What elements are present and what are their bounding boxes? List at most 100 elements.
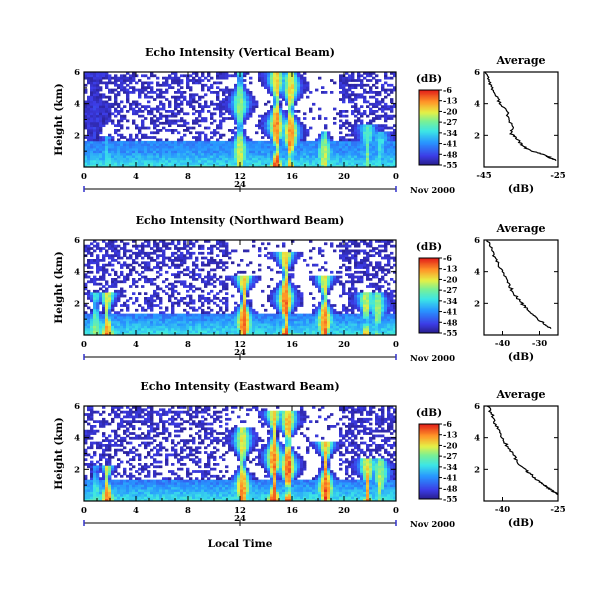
heatmap-cell xyxy=(141,143,144,146)
heatmap-cell xyxy=(288,150,291,153)
heatmap-cell xyxy=(177,131,180,134)
heatmap-cell xyxy=(264,155,267,158)
heatmap-cell xyxy=(198,112,201,115)
heatmap-cell xyxy=(192,302,195,305)
heatmap-cell xyxy=(93,307,96,310)
heatmap-cell xyxy=(372,131,375,134)
heatmap-cell xyxy=(129,150,132,153)
heatmap-cell xyxy=(354,124,357,127)
heatmap-cell xyxy=(255,314,258,317)
heatmap-cell xyxy=(330,309,333,312)
heatmap-cell xyxy=(240,295,243,298)
heatmap-cell xyxy=(246,98,249,101)
heatmap-cell xyxy=(354,96,357,99)
heatmap-cell xyxy=(102,259,105,262)
heatmap-cell xyxy=(309,146,312,149)
heatmap-cell xyxy=(318,155,321,158)
heatmap-cell xyxy=(111,141,114,144)
heatmap-cell xyxy=(372,105,375,108)
heatmap-cell xyxy=(330,311,333,314)
heatmap-cell xyxy=(288,280,291,283)
heatmap-cell xyxy=(237,276,240,279)
heatmap-cell xyxy=(141,242,144,245)
heatmap-cell xyxy=(141,136,144,139)
heatmap-cell xyxy=(195,122,198,125)
heatmap-cell xyxy=(174,323,177,326)
heatmap-cell xyxy=(255,326,258,329)
heatmap-cell xyxy=(387,162,390,165)
heatmap-cell xyxy=(114,124,117,127)
heatmap-cell xyxy=(114,158,117,161)
heatmap-cell xyxy=(345,323,348,326)
heatmap-cell xyxy=(177,150,180,153)
heatmap-cell xyxy=(300,254,303,257)
heatmap-cell xyxy=(153,328,156,331)
heatmap-cell xyxy=(312,278,315,281)
heatmap-cell xyxy=(321,297,324,300)
heatmap-cell xyxy=(150,316,153,319)
heatmap-cell xyxy=(240,105,243,108)
heatmap-cell xyxy=(294,134,297,137)
heatmap-cell xyxy=(276,264,279,267)
heatmap-cell xyxy=(201,110,204,113)
heatmap-cell xyxy=(219,261,222,264)
heatmap-cell xyxy=(99,292,102,295)
heatmap-cell xyxy=(123,247,126,250)
heatmap-cell xyxy=(87,124,90,127)
heatmap-cell xyxy=(222,328,225,331)
heatmap-cell xyxy=(294,148,297,151)
heatmap-cell xyxy=(348,158,351,161)
heatmap-cell xyxy=(300,155,303,158)
heatmap-cell xyxy=(147,304,150,307)
heatmap-cell xyxy=(237,150,240,153)
heatmap-cell xyxy=(336,280,339,283)
heatmap-cell xyxy=(180,297,183,300)
heatmap-cell xyxy=(114,292,117,295)
heatmap-cell xyxy=(240,131,243,134)
heatmap-cell xyxy=(330,328,333,331)
heatmap-cell xyxy=(102,304,105,307)
heatmap-cell xyxy=(300,129,303,132)
heatmap-cell xyxy=(180,143,183,146)
heatmap-cell xyxy=(144,160,147,163)
heatmap-cell xyxy=(183,280,186,283)
heatmap-cell xyxy=(99,110,102,113)
heatmap-cell xyxy=(324,155,327,158)
heatmap-cell xyxy=(141,257,144,260)
heatmap-cell xyxy=(249,155,252,158)
heatmap-cell xyxy=(288,328,291,331)
heatmap-cell xyxy=(186,84,189,87)
heatmap-cell xyxy=(144,155,147,158)
heatmap-cell xyxy=(303,82,306,85)
heatmap-cell xyxy=(93,117,96,120)
heatmap-cell xyxy=(153,153,156,156)
heatmap-cell xyxy=(249,96,252,99)
heatmap-cell xyxy=(336,153,339,156)
heatmap-cell xyxy=(93,297,96,300)
heatmap-cell xyxy=(324,311,327,314)
heatmap-cell xyxy=(381,129,384,132)
heatmap-cell xyxy=(306,160,309,163)
heatmap-cell xyxy=(252,153,255,156)
heatmap-cell xyxy=(153,74,156,77)
heatmap-cell xyxy=(270,110,273,113)
heatmap-cell xyxy=(288,250,291,253)
heatmap-cell xyxy=(93,124,96,127)
heatmap-cell xyxy=(213,141,216,144)
heatmap-cell xyxy=(168,259,171,262)
heatmap-cell xyxy=(108,247,111,250)
heatmap-cell xyxy=(315,158,318,161)
heatmap-cell xyxy=(279,108,282,111)
heatmap-cell xyxy=(297,295,300,298)
heatmap-cell xyxy=(132,278,135,281)
heatmap-cell xyxy=(132,160,135,163)
heatmap-cell xyxy=(273,124,276,127)
heatmap-cell xyxy=(96,143,99,146)
heatmap-cell xyxy=(339,155,342,158)
heatmap-cell xyxy=(264,79,267,82)
heatmap-cell xyxy=(363,101,366,104)
heatmap-cell xyxy=(327,323,330,326)
heatmap-cell xyxy=(90,247,93,250)
heatmap-cell xyxy=(327,309,330,312)
heatmap-cell xyxy=(138,158,141,161)
